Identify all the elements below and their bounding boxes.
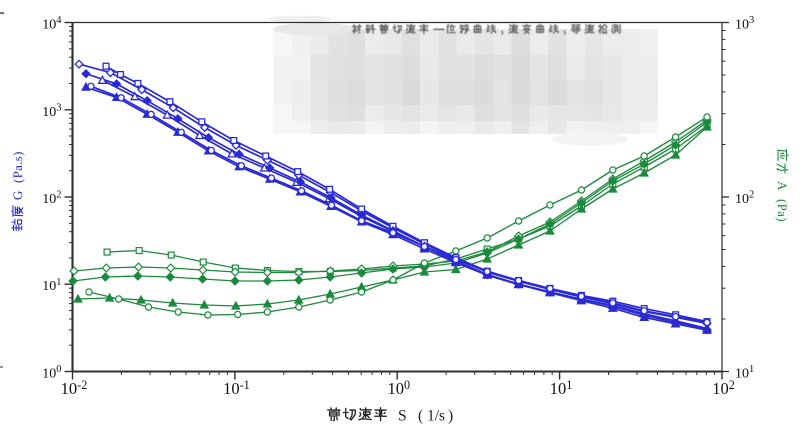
- svg-text:A: A: [775, 181, 790, 191]
- svg-text:): ): [448, 408, 453, 425]
- svg-text:(: (: [418, 408, 423, 425]
- svg-text:(Pa.s): (Pa.s): [10, 151, 25, 183]
- svg-text:(Pa): (Pa): [775, 199, 790, 222]
- svg-text:1/s: 1/s: [427, 408, 445, 425]
- svg-text:S: S: [398, 408, 407, 425]
- svg-text:G: G: [10, 191, 25, 200]
